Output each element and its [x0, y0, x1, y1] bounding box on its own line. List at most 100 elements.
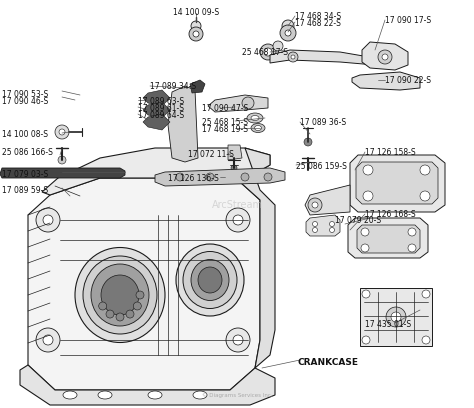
Ellipse shape — [98, 391, 112, 399]
Text: 17 072 11-S: 17 072 11-S — [188, 150, 234, 159]
Ellipse shape — [176, 244, 244, 316]
Circle shape — [280, 25, 296, 41]
Circle shape — [136, 291, 144, 299]
Circle shape — [391, 312, 401, 322]
Ellipse shape — [247, 113, 263, 123]
Text: CRANKCASE: CRANKCASE — [298, 358, 359, 367]
Circle shape — [231, 165, 237, 171]
Ellipse shape — [193, 391, 207, 399]
Circle shape — [329, 228, 335, 233]
Polygon shape — [0, 168, 125, 178]
Polygon shape — [360, 288, 432, 346]
Text: 25 086 166-S: 25 086 166-S — [2, 148, 53, 157]
Circle shape — [206, 173, 214, 181]
Polygon shape — [143, 102, 170, 118]
Circle shape — [189, 27, 203, 41]
Ellipse shape — [251, 115, 259, 120]
Polygon shape — [362, 42, 408, 70]
Polygon shape — [208, 95, 268, 112]
Text: 14 100 09-S: 14 100 09-S — [173, 8, 219, 17]
Circle shape — [312, 202, 318, 208]
Circle shape — [408, 244, 416, 252]
Ellipse shape — [101, 275, 139, 315]
Text: 14 100 08-S: 14 100 08-S — [2, 130, 48, 139]
Circle shape — [308, 198, 322, 212]
Circle shape — [36, 208, 60, 232]
Text: 17 468 19-S: 17 468 19-S — [202, 125, 248, 134]
Circle shape — [241, 173, 249, 181]
Circle shape — [362, 336, 370, 344]
Circle shape — [59, 129, 65, 135]
Text: ArcStream: ArcStream — [211, 200, 263, 210]
Ellipse shape — [191, 259, 229, 301]
Circle shape — [273, 41, 283, 51]
Text: 17 079 03-S: 17 079 03-S — [2, 170, 48, 179]
Circle shape — [126, 310, 134, 318]
Circle shape — [233, 215, 243, 225]
Polygon shape — [270, 50, 375, 65]
Circle shape — [36, 328, 60, 352]
Text: 17 468 22-S: 17 468 22-S — [295, 19, 341, 28]
Circle shape — [99, 302, 107, 310]
Circle shape — [55, 125, 69, 139]
Ellipse shape — [83, 256, 157, 334]
Text: 25 468 17-S: 25 468 17-S — [242, 48, 288, 57]
Polygon shape — [350, 155, 445, 212]
Circle shape — [361, 244, 369, 252]
Circle shape — [264, 173, 272, 181]
Circle shape — [226, 328, 250, 352]
Circle shape — [43, 215, 53, 225]
Ellipse shape — [75, 248, 165, 342]
Text: 17 090 47-S: 17 090 47-S — [202, 104, 248, 113]
Circle shape — [116, 313, 124, 321]
Circle shape — [264, 48, 272, 56]
Circle shape — [408, 228, 416, 236]
Ellipse shape — [183, 251, 237, 308]
Text: 17 089 36-S: 17 089 36-S — [300, 118, 346, 127]
Circle shape — [363, 191, 373, 201]
Text: 17 126 136-S: 17 126 136-S — [168, 174, 219, 183]
Circle shape — [191, 21, 201, 31]
Ellipse shape — [148, 391, 162, 399]
Circle shape — [260, 44, 276, 60]
Circle shape — [363, 165, 373, 175]
Circle shape — [176, 173, 184, 181]
Circle shape — [106, 310, 114, 318]
Circle shape — [43, 335, 53, 345]
Circle shape — [226, 208, 250, 232]
Text: 17 468 34-S: 17 468 34-S — [295, 12, 341, 21]
Text: 17 090 17-S: 17 090 17-S — [385, 16, 431, 25]
Polygon shape — [20, 365, 275, 405]
Ellipse shape — [63, 391, 77, 399]
Polygon shape — [306, 215, 340, 236]
Text: 25 086 159-S: 25 086 159-S — [296, 162, 347, 171]
Text: 17 079 20-S: 17 079 20-S — [335, 216, 381, 225]
Ellipse shape — [255, 126, 262, 131]
Text: 17 090 53-S: 17 090 53-S — [2, 90, 48, 99]
Text: 17 089 34-S: 17 089 34-S — [150, 82, 196, 91]
Circle shape — [242, 97, 254, 109]
Polygon shape — [305, 185, 350, 215]
Circle shape — [382, 54, 388, 60]
Circle shape — [288, 52, 298, 62]
Polygon shape — [190, 80, 205, 93]
Text: 17 435 01-S: 17 435 01-S — [365, 320, 411, 329]
Circle shape — [285, 30, 291, 36]
Circle shape — [386, 307, 406, 327]
Polygon shape — [143, 114, 170, 130]
Circle shape — [422, 336, 430, 344]
Circle shape — [422, 290, 430, 298]
Text: 17 090 22-S: 17 090 22-S — [385, 76, 431, 85]
Polygon shape — [356, 162, 438, 204]
Circle shape — [361, 228, 369, 236]
Ellipse shape — [251, 124, 265, 133]
Circle shape — [58, 156, 66, 164]
Polygon shape — [352, 72, 420, 90]
Text: 17 090 46-S: 17 090 46-S — [2, 97, 48, 106]
Polygon shape — [42, 148, 270, 195]
Polygon shape — [155, 168, 285, 186]
Text: 17 089 63-S: 17 089 63-S — [138, 97, 184, 106]
Text: 17 126 158-S: 17 126 158-S — [365, 148, 416, 157]
Circle shape — [378, 50, 392, 64]
Circle shape — [304, 138, 312, 146]
